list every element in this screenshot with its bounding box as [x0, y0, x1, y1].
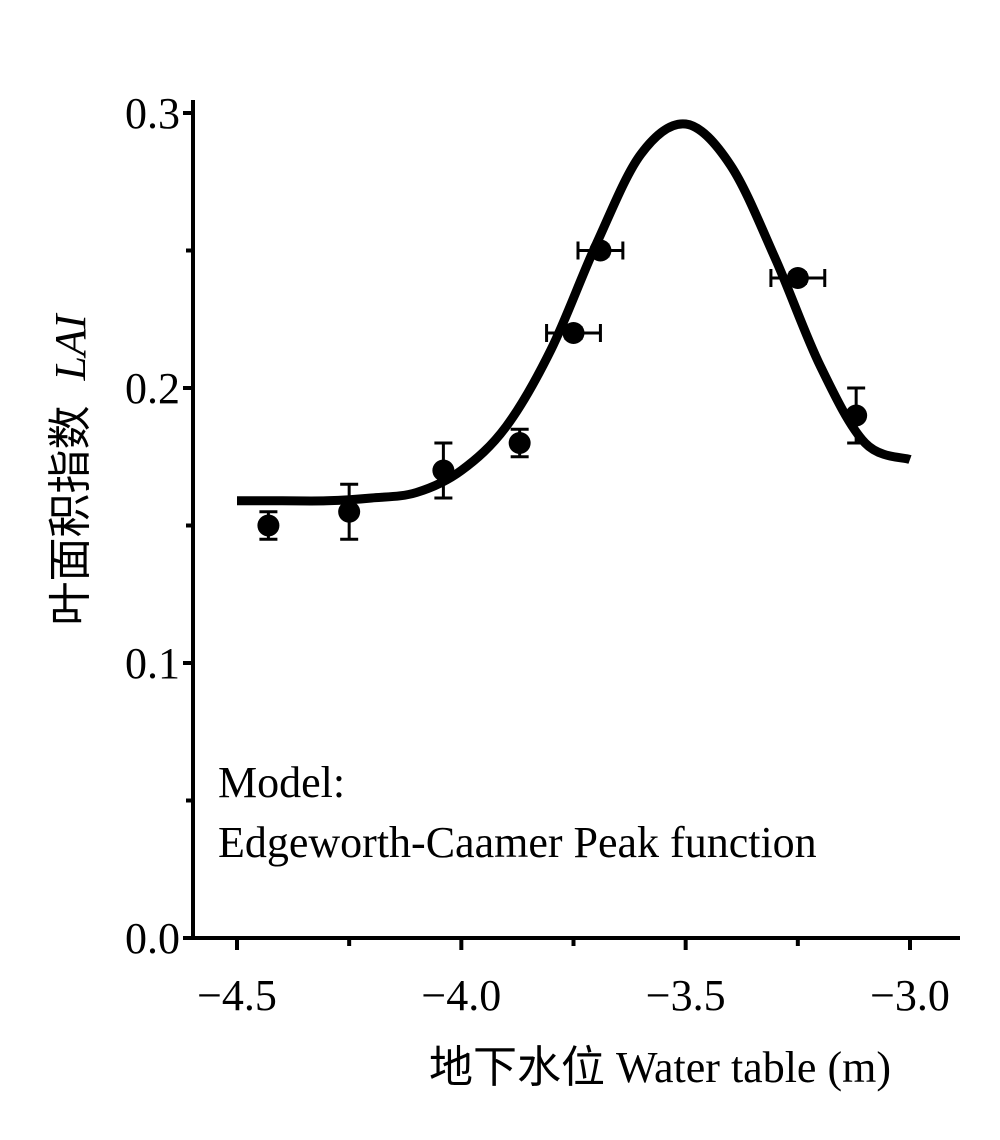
point-marker: [589, 239, 612, 262]
data-point: [508, 427, 531, 459]
y-axis-title-cn: 叶面积指数: [46, 406, 95, 626]
y-tick-label: 0.3: [125, 89, 180, 138]
data-point: [545, 322, 602, 344]
model-label: Model:: [218, 758, 345, 807]
point-marker: [432, 459, 455, 482]
x-tick-label: −4.0: [421, 971, 501, 1020]
data-point: [576, 239, 625, 262]
point-marker: [786, 267, 809, 289]
y-tick-label: 0.2: [125, 364, 180, 413]
data-points: [257, 239, 868, 541]
y-tick-label: 0.1: [125, 639, 180, 688]
fit-curve-group: [236, 119, 912, 506]
point-marker: [257, 514, 280, 537]
data-point: [769, 267, 827, 289]
axes: −4.5 −4.0 −3.5 −3.0 0.0 0.1 0.2 0.3: [125, 89, 960, 1020]
y-tick-label: 0.0: [125, 914, 180, 963]
fit-curve: [236, 119, 912, 506]
data-point: [338, 482, 361, 541]
x-tick-label: −4.5: [197, 971, 277, 1020]
data-point: [257, 510, 280, 541]
y-axis-title-en: LAI: [46, 312, 95, 381]
point-marker: [338, 500, 361, 523]
point-marker: [845, 404, 868, 427]
x-tick-label: −3.0: [870, 971, 950, 1020]
data-point: [845, 386, 868, 445]
x-axis-title: 地下水位 Water table (m): [429, 1043, 891, 1092]
labels: 叶面积指数 LAI 地下水位 Water table (m) Model: Ed…: [46, 312, 891, 1092]
model-name: Edgeworth-Caamer Peak function: [218, 818, 817, 867]
point-marker: [562, 322, 585, 344]
x-tick-label: −3.5: [646, 971, 726, 1020]
data-point: [432, 441, 455, 500]
y-axis-title: 叶面积指数 LAI: [46, 312, 95, 625]
point-marker: [508, 432, 531, 454]
